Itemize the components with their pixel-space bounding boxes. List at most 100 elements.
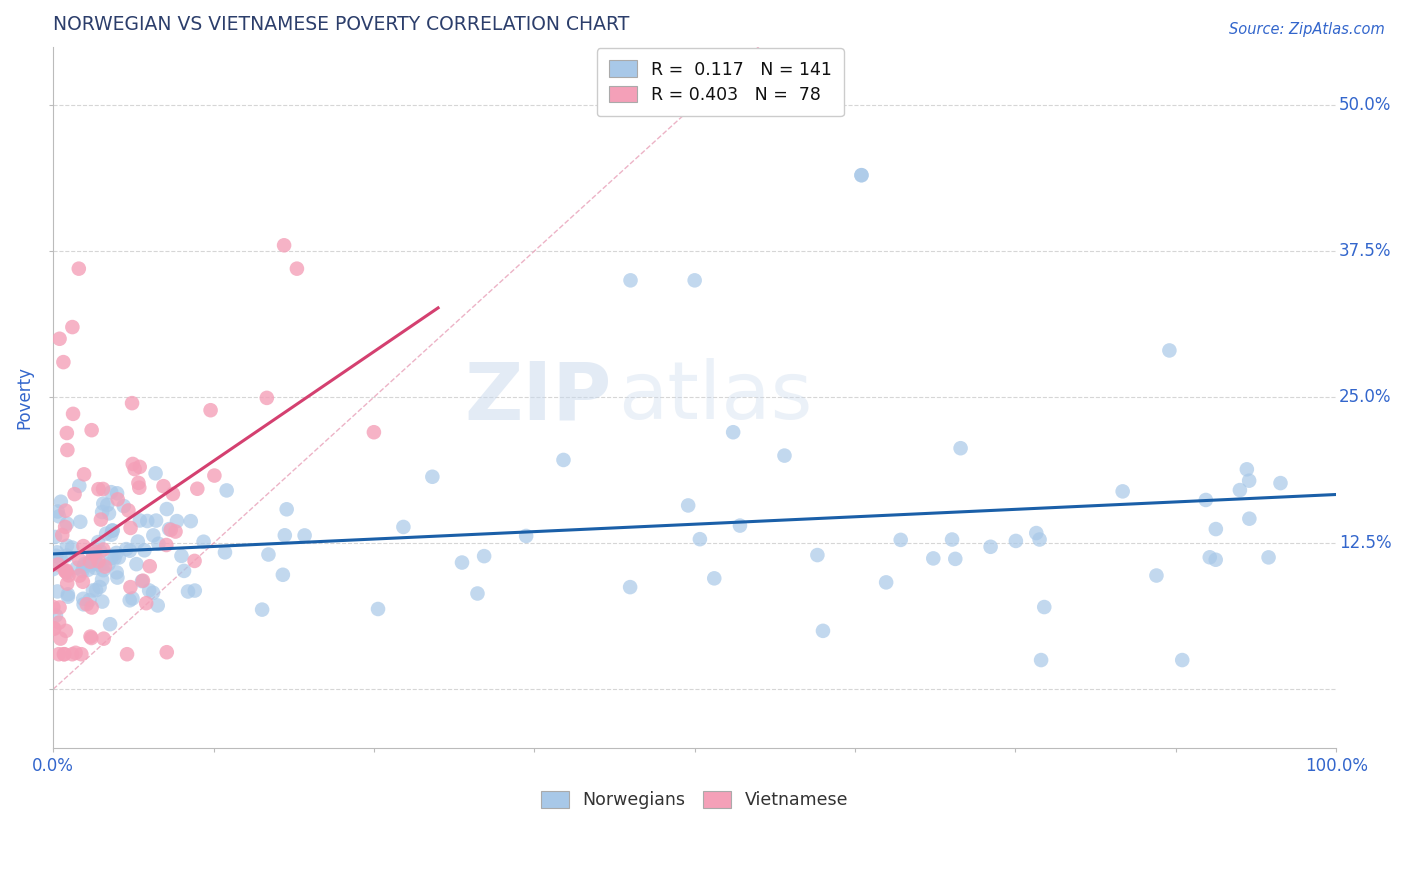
Point xyxy=(55,565,77,579)
Point xyxy=(127,534,149,549)
Point xyxy=(156,502,179,516)
Point xyxy=(56,443,79,458)
Point xyxy=(1025,526,1047,541)
Point xyxy=(79,630,101,644)
Point xyxy=(89,558,111,573)
Point xyxy=(100,527,122,541)
Point xyxy=(451,556,474,570)
Point xyxy=(97,558,120,572)
Point xyxy=(256,391,278,405)
Point xyxy=(72,564,94,578)
Point xyxy=(83,556,105,570)
Point xyxy=(922,551,945,566)
Point xyxy=(1171,653,1194,667)
Point xyxy=(145,514,167,528)
Point xyxy=(215,483,238,498)
Point xyxy=(76,597,98,611)
Point xyxy=(941,533,963,547)
Point xyxy=(1205,553,1227,567)
Point xyxy=(79,555,101,569)
Point xyxy=(943,552,966,566)
Point xyxy=(128,481,150,495)
Point xyxy=(72,598,94,612)
Point xyxy=(118,543,141,558)
Point xyxy=(103,551,125,566)
Point xyxy=(115,647,138,661)
Point xyxy=(105,486,128,500)
Point xyxy=(60,320,83,334)
Point xyxy=(875,575,897,590)
Point xyxy=(367,602,389,616)
Point xyxy=(1005,533,1028,548)
Text: 25.0%: 25.0% xyxy=(1339,388,1392,406)
Point xyxy=(91,497,114,511)
Point xyxy=(80,423,103,437)
Point xyxy=(1229,483,1251,497)
Point xyxy=(65,646,87,660)
Point xyxy=(118,593,141,607)
Point xyxy=(48,509,70,524)
Point xyxy=(274,528,297,542)
Point xyxy=(108,550,131,565)
Point xyxy=(472,549,495,563)
Point xyxy=(128,514,150,528)
Point xyxy=(132,574,155,588)
Point xyxy=(1205,522,1227,536)
Point xyxy=(257,548,280,562)
Point xyxy=(53,564,76,578)
Point xyxy=(200,403,222,417)
Point xyxy=(121,457,143,471)
Point xyxy=(91,594,114,608)
Point xyxy=(1270,476,1292,491)
Point xyxy=(82,558,104,572)
Point xyxy=(142,528,165,542)
Point xyxy=(1159,343,1181,358)
Point xyxy=(980,540,1002,554)
Point xyxy=(56,587,79,601)
Point xyxy=(173,564,195,578)
Point xyxy=(48,600,70,615)
Point xyxy=(135,596,157,610)
Point xyxy=(105,546,128,560)
Point xyxy=(467,586,489,600)
Point xyxy=(91,482,114,496)
Point xyxy=(100,485,122,500)
Point xyxy=(107,492,129,507)
Point xyxy=(703,571,725,585)
Point xyxy=(146,599,169,613)
Point xyxy=(94,559,117,574)
Point xyxy=(82,583,104,598)
Text: ZIP: ZIP xyxy=(464,359,612,436)
Point xyxy=(98,617,121,632)
Point xyxy=(890,533,912,547)
Point xyxy=(52,647,75,661)
Point xyxy=(45,549,67,563)
Point xyxy=(689,532,711,546)
Point xyxy=(105,571,128,585)
Point xyxy=(811,624,834,638)
Point xyxy=(250,602,273,616)
Point xyxy=(515,529,537,543)
Point xyxy=(115,542,138,557)
Point xyxy=(392,520,415,534)
Point xyxy=(121,591,143,606)
Point xyxy=(193,534,215,549)
Point xyxy=(72,559,94,574)
Point xyxy=(84,561,107,575)
Point xyxy=(165,524,187,539)
Point xyxy=(1029,653,1052,667)
Point xyxy=(49,632,72,646)
Point xyxy=(184,583,207,598)
Point xyxy=(69,515,91,529)
Point xyxy=(80,631,103,645)
Point xyxy=(87,482,110,496)
Point xyxy=(46,558,69,572)
Point xyxy=(276,502,298,516)
Point xyxy=(46,504,69,518)
Point xyxy=(98,507,121,521)
Point xyxy=(55,564,77,578)
Point xyxy=(66,560,89,574)
Point xyxy=(79,593,101,607)
Point xyxy=(72,539,94,553)
Point xyxy=(138,583,160,598)
